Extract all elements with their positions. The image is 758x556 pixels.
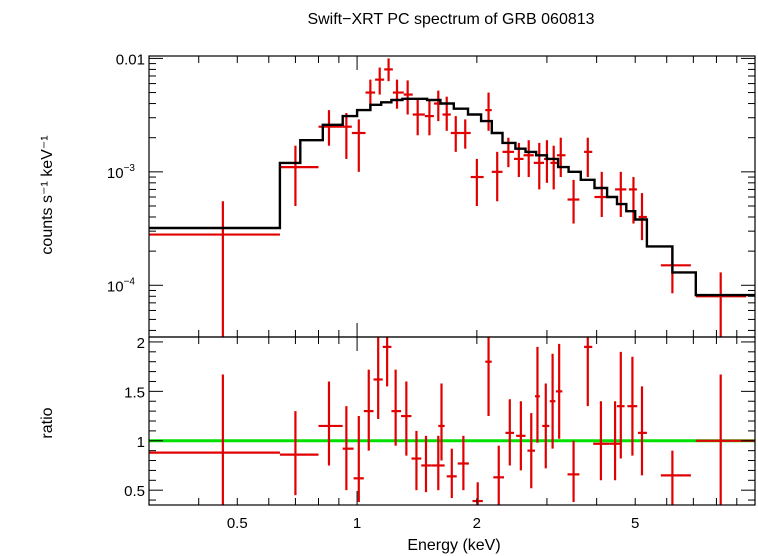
ratio-data-point [617,351,625,459]
spectrum-data-point [638,193,647,241]
spectrum-data-point [433,90,443,122]
spectrum-data-point [375,67,385,95]
spectrum-data-point [628,177,637,224]
ratio-y-axis-label: ratio [39,407,56,438]
spectrum-data-point [660,246,691,294]
spectrum-data-point [615,171,627,217]
x-axis-label: Energy (keV) [407,537,500,554]
ratio-y-tick-label: 2 [137,335,145,352]
spectrum-y-axis-label: counts s⁻¹ keV⁻¹ [39,135,56,254]
spectrum-data-point [491,151,503,202]
ratio-data-point [660,450,691,505]
ratio-data-point [318,381,343,466]
ratio-data-point [627,356,638,456]
ratio-data-point [593,401,610,481]
ratio-data-point [535,346,540,443]
ratio-ticks: 2 1.5 1 0.5 0.5 1 2 5 [124,335,756,532]
ratio-data-point [438,383,445,461]
spectrum-data-point [695,272,747,337]
ratio-data-point [373,337,383,420]
ratio-data-point [493,445,504,505]
spectrum-data-point [550,145,558,190]
ratio-y-tick-label: 1 [137,434,145,451]
model-step-line [149,97,755,297]
spectrum-data-point [342,113,352,159]
ratio-data-point [457,435,469,491]
x-tick-label: 5 [631,515,639,532]
ratio-data-point [353,416,364,503]
spectrum-data-point [584,137,593,178]
ratio-data-point [411,430,422,491]
spectrum-ticks: 0.01 10−3 10−4 [107,51,756,337]
ratio-data-point [382,337,392,387]
spectrum-data-point [544,140,551,183]
ratio-data-point [527,413,536,489]
spectrum-data-point [392,79,404,109]
ratio-data-layer [149,337,755,505]
ratio-data-point [555,343,563,439]
ratio-data-point [516,401,526,471]
ratio-data-point [542,383,550,469]
ratio-data-point [401,381,412,456]
spectrum-data-point [149,201,280,337]
spectrum-data-point [450,116,461,152]
spectrum-data-point [412,99,425,136]
ratio-data-point [505,399,515,466]
ratio-data-point [421,435,432,493]
ratio-data-point [446,448,457,499]
ratio-data-point [637,386,647,476]
spectrum-data-point [533,142,545,190]
spectrum-data-point [460,119,471,149]
ratio-y-tick-label: 1.5 [124,384,145,401]
ratio-data-point [695,374,755,505]
chart-title: Swift−XRT PC spectrum of GRB 060813 [307,11,594,28]
spectrum-data-point [485,92,492,131]
spectrum-plot-frame [148,55,756,338]
spectrum-panel: 0.01 10−3 10−4 [107,51,756,338]
ratio-data-point [391,369,402,446]
ratio-data-point [567,440,580,503]
x-tick-label: 2 [473,515,481,532]
spectrum-data-layer [149,58,755,337]
ratio-data-point [584,337,593,407]
ratio-y-tick-label: 0.5 [124,483,145,500]
spectrum-data-point [442,96,451,131]
ratio-data-point [279,411,319,496]
ratio-panel: 2 1.5 1 0.5 0.5 1 2 5 [124,335,756,532]
spectrum-y-tick-label: 10−4 [107,276,136,295]
spectrum-data-point [557,137,566,178]
x-tick-label: 0.5 [227,515,248,532]
ratio-data-point [549,353,556,449]
ratio-data-point [342,406,354,491]
ratio-data-point [485,337,492,417]
ratio-data-point [472,482,483,505]
spectrum-data-point [384,58,393,82]
spectrum-y-tick-label: 0.01 [116,51,145,68]
spectrum-y-tick-label: 10−3 [107,163,136,182]
ratio-data-point [149,374,280,505]
ratio-data-point [609,401,622,481]
spectrum-data-point [424,99,434,136]
spectrum-data-point [351,119,366,172]
spectrum-data-point [567,179,580,224]
ratio-data-point [431,435,445,491]
spectrum-data-point [403,80,413,115]
x-tick-label: 1 [353,515,361,532]
spectrum-data-point [470,158,484,206]
spectrum-data-point [523,140,534,178]
spectrum-data-point [279,145,319,206]
ratio-data-point [363,369,374,451]
